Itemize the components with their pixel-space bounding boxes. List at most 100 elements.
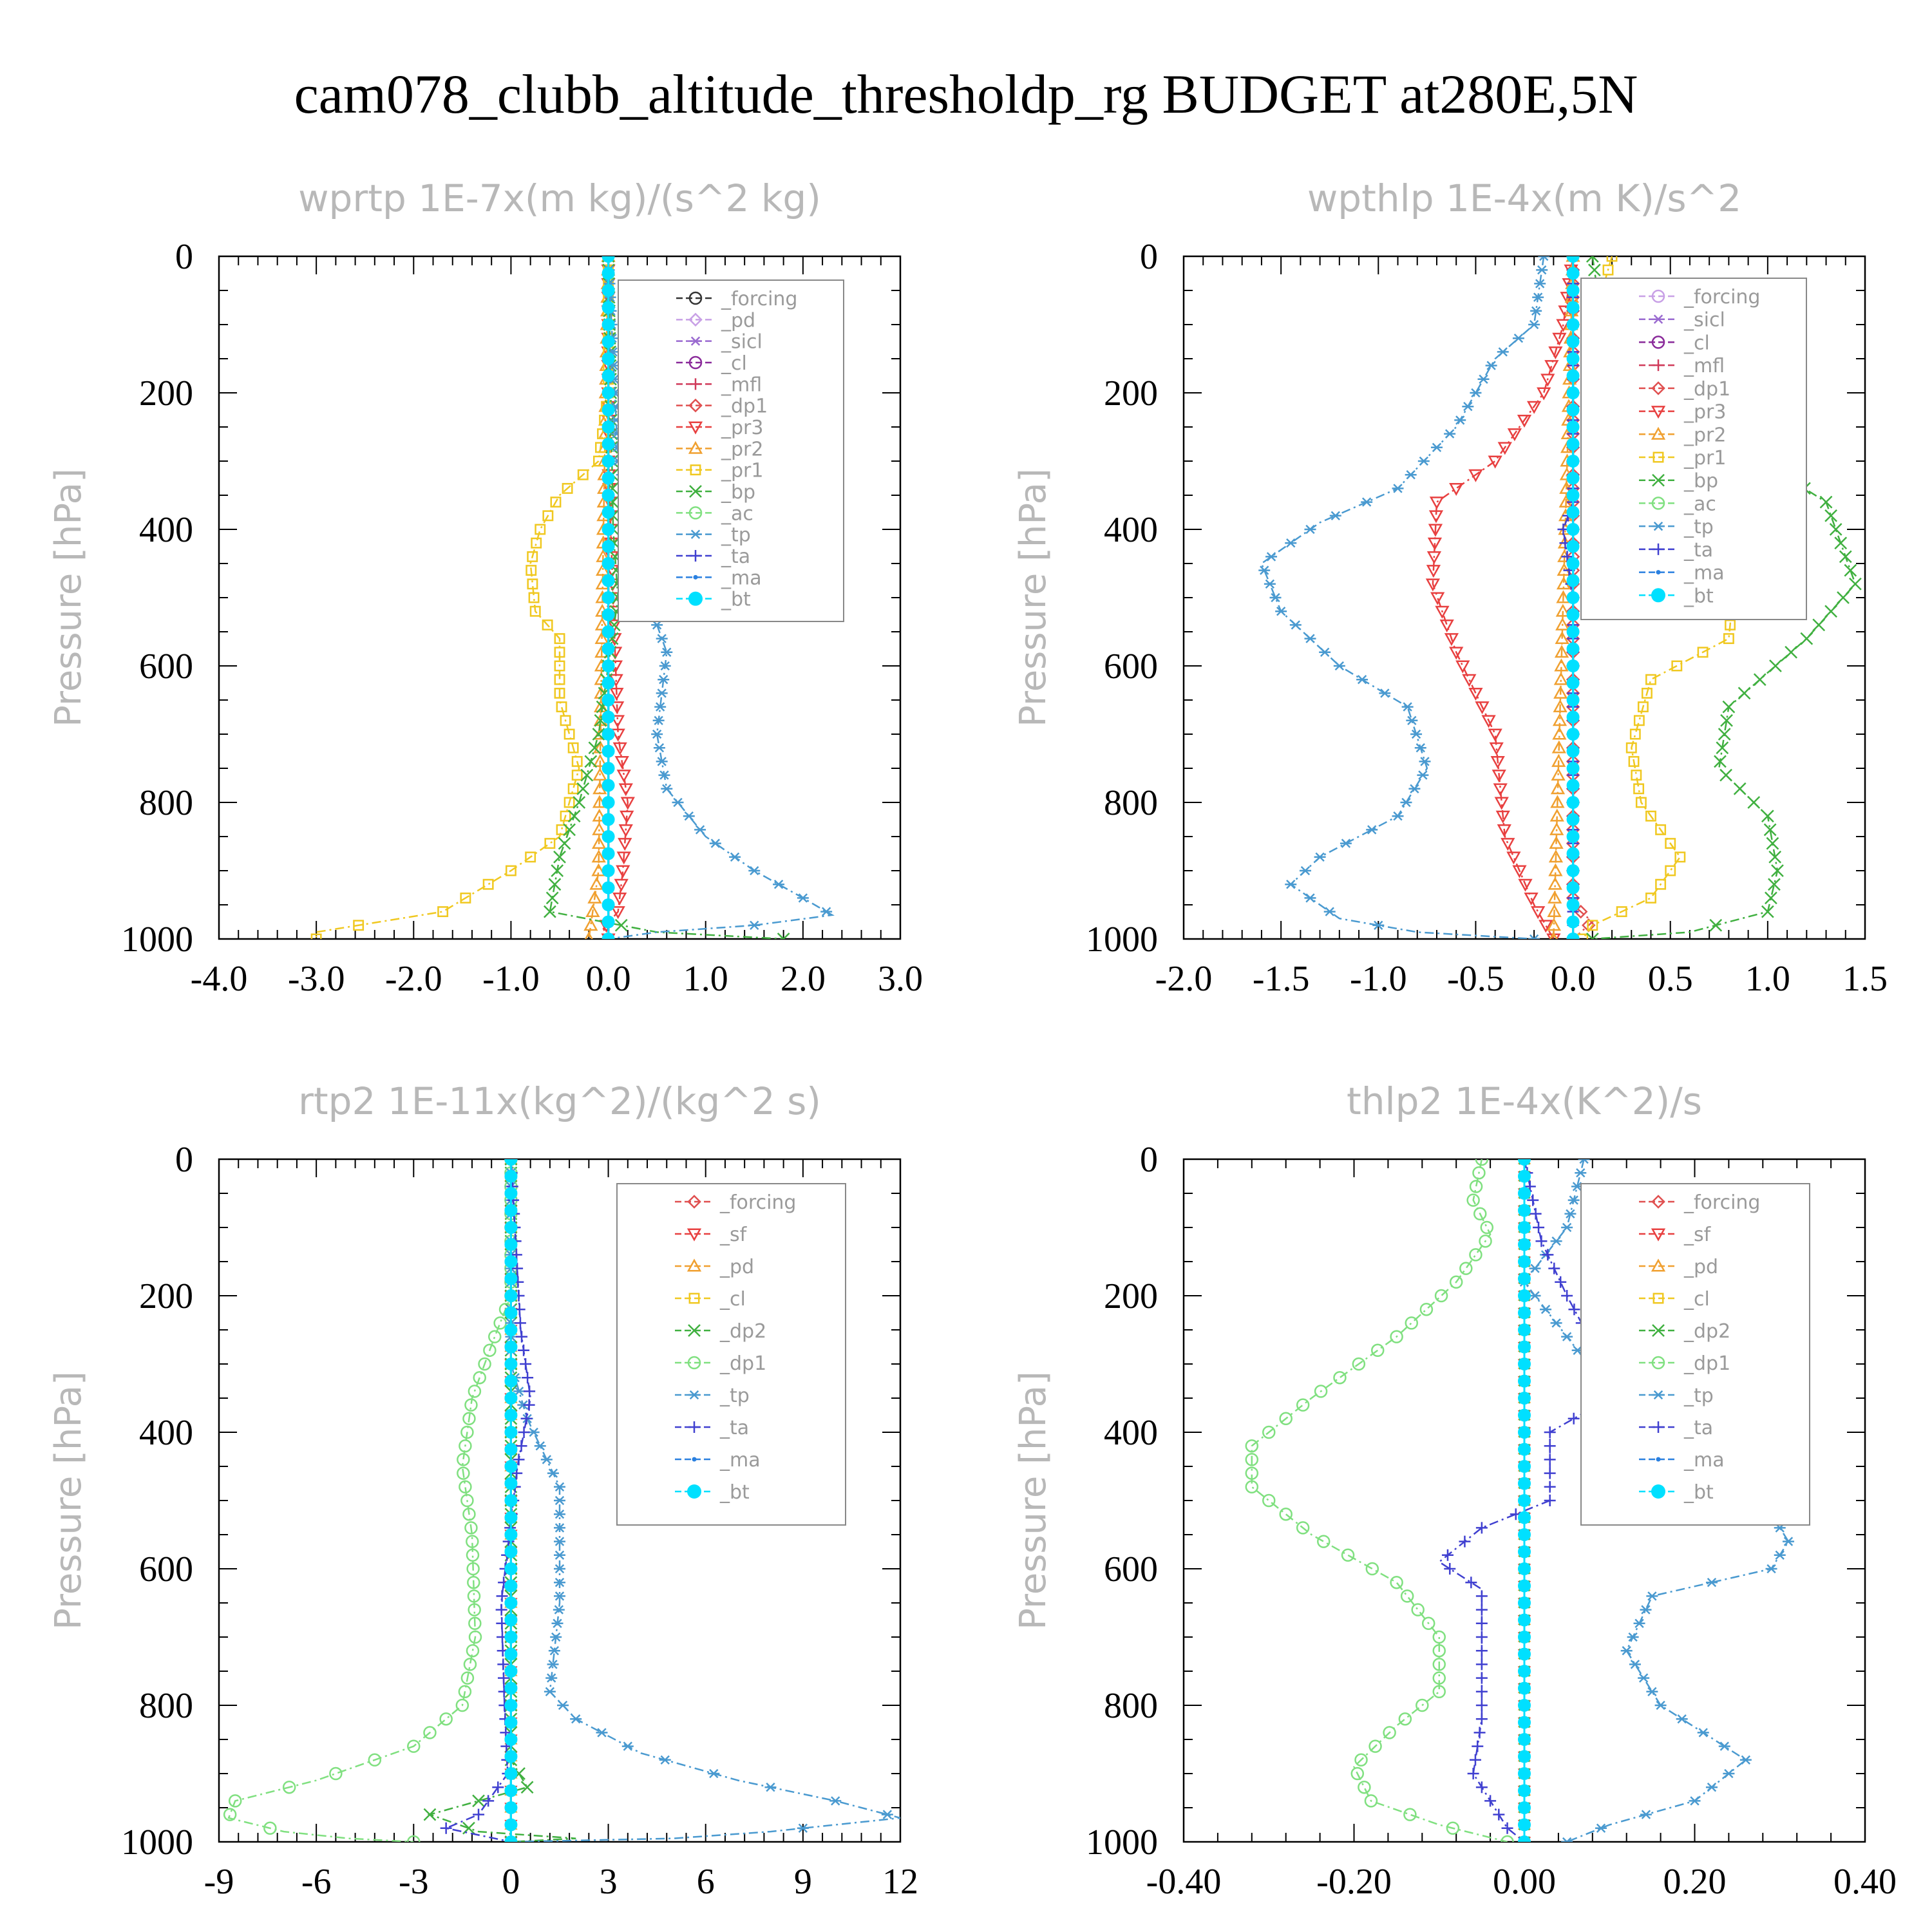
data-point	[1537, 387, 1551, 401]
data-point	[1633, 715, 1645, 726]
data-point	[610, 715, 625, 728]
data-point	[482, 878, 494, 890]
data-point	[460, 1425, 474, 1439]
data-point	[1518, 1358, 1531, 1370]
data-point	[1518, 1647, 1531, 1661]
legend-marker	[693, 574, 698, 580]
data-point	[1279, 1507, 1293, 1521]
data-point	[1518, 1681, 1531, 1695]
legend-box	[1580, 1183, 1810, 1526]
data-point	[1366, 825, 1378, 835]
legend-label: _ta	[1683, 539, 1713, 562]
data-point	[1417, 456, 1430, 466]
data-point	[656, 688, 668, 698]
data-point	[601, 455, 615, 468]
data-point	[1419, 757, 1431, 766]
data-point	[353, 920, 365, 931]
data-point	[1477, 374, 1490, 384]
data-point	[1718, 728, 1731, 741]
data-point	[1449, 647, 1464, 660]
data-point	[1400, 797, 1412, 808]
legend-item: _forcing	[676, 288, 797, 310]
legend-label: _bt	[1683, 585, 1714, 607]
data-point	[1629, 1660, 1641, 1669]
legend-label: _ta	[719, 1417, 749, 1439]
data-point	[1768, 878, 1781, 891]
y-tick-label: 1000	[121, 1823, 193, 1862]
data-point	[1566, 830, 1580, 843]
legend-item: _ma	[1639, 562, 1725, 585]
data-point	[1473, 1207, 1487, 1221]
data-point	[504, 1204, 518, 1217]
data-point	[524, 1385, 536, 1397]
data-point	[1556, 590, 1571, 603]
data-point	[1566, 471, 1580, 485]
data-point	[1645, 892, 1656, 904]
data-point	[504, 1665, 518, 1678]
data-point	[504, 1596, 518, 1609]
data-point	[1390, 1575, 1403, 1589]
data-point	[1587, 920, 1598, 931]
data-point	[1555, 1276, 1567, 1288]
y-tick-label: 1000	[121, 920, 193, 960]
data-point	[478, 1357, 491, 1371]
legend-marker	[1651, 426, 1666, 440]
panel-title: thlp2 1E-4x(K^2)/s	[1347, 1079, 1702, 1123]
legend-marker	[688, 1324, 701, 1337]
legend-marker	[1652, 1324, 1665, 1337]
legend-marker	[1651, 1228, 1666, 1242]
data-point	[1449, 482, 1464, 496]
data-point	[511, 1262, 524, 1274]
data-point	[504, 1477, 518, 1490]
series-bt	[1518, 1159, 1531, 1842]
legend-label: _cl	[721, 352, 747, 375]
data-point	[282, 1780, 296, 1794]
data-point	[573, 796, 586, 809]
y-tick-label: 800	[1104, 783, 1158, 823]
legend-item: _dp1	[1639, 378, 1730, 401]
legend-marker	[1651, 1195, 1665, 1209]
y-tick-label: 200	[1104, 1276, 1158, 1316]
legend-label: _bt	[719, 1481, 750, 1504]
data-point	[1506, 851, 1521, 865]
data-point	[1566, 762, 1580, 775]
data-point	[1518, 1528, 1531, 1541]
legend-item: _mfl	[1639, 355, 1725, 377]
data-point	[1518, 1340, 1531, 1354]
series-pr3	[1425, 256, 1578, 939]
data-point	[1676, 1714, 1688, 1724]
data-point	[1432, 1671, 1446, 1685]
data-point	[589, 876, 604, 890]
data-point	[1674, 851, 1686, 863]
data-point	[1518, 1392, 1531, 1405]
data-point	[1518, 1511, 1531, 1524]
data-point	[468, 1603, 481, 1616]
data-point	[601, 796, 615, 809]
data-point	[1428, 524, 1443, 537]
data-point	[557, 1700, 569, 1710]
legend-label: _mfl	[721, 374, 762, 396]
data-point	[592, 768, 607, 781]
data-point	[1517, 414, 1532, 428]
data-point	[504, 1613, 518, 1627]
data-point	[1333, 661, 1345, 671]
data-point	[1548, 863, 1563, 876]
data-point	[1518, 1631, 1531, 1643]
data-point	[1544, 1495, 1556, 1506]
data-point	[1551, 768, 1566, 781]
data-point	[1475, 1672, 1488, 1684]
data-point	[1245, 1453, 1259, 1466]
legend-marker	[688, 591, 703, 606]
legend-marker	[690, 378, 701, 390]
data-point	[460, 1493, 474, 1508]
y-axis-label: Pressure [hPa]	[48, 1371, 90, 1630]
legend-marker	[688, 506, 703, 520]
data-point	[505, 865, 516, 876]
y-tick-label: 600	[139, 647, 193, 687]
data-point	[1479, 1234, 1492, 1248]
data-point	[504, 1221, 518, 1234]
data-point	[1824, 605, 1837, 618]
data-point	[1631, 770, 1642, 781]
data-point	[528, 592, 540, 603]
